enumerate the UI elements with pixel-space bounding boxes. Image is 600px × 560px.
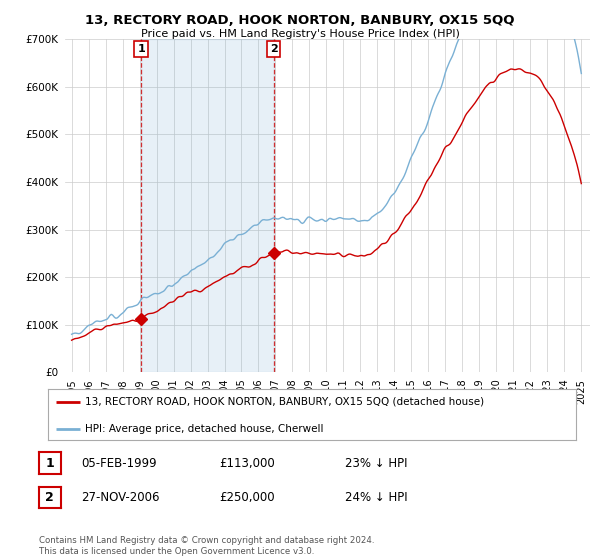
Text: Price paid vs. HM Land Registry's House Price Index (HPI): Price paid vs. HM Land Registry's House …: [140, 29, 460, 39]
Text: 27-NOV-2006: 27-NOV-2006: [81, 491, 160, 505]
Text: 05-FEB-1999: 05-FEB-1999: [81, 456, 157, 470]
Text: 2: 2: [270, 44, 278, 54]
Text: 23% ↓ HPI: 23% ↓ HPI: [345, 456, 407, 470]
Text: 2: 2: [46, 491, 54, 505]
Text: 1: 1: [137, 44, 145, 54]
Text: 13, RECTORY ROAD, HOOK NORTON, BANBURY, OX15 5QQ: 13, RECTORY ROAD, HOOK NORTON, BANBURY, …: [85, 14, 515, 27]
Text: 24% ↓ HPI: 24% ↓ HPI: [345, 491, 407, 505]
Text: 13, RECTORY ROAD, HOOK NORTON, BANBURY, OX15 5QQ (detached house): 13, RECTORY ROAD, HOOK NORTON, BANBURY, …: [85, 397, 484, 407]
Text: £250,000: £250,000: [219, 491, 275, 505]
Bar: [141, 39, 274, 372]
Text: 1: 1: [46, 456, 54, 470]
Text: Contains HM Land Registry data © Crown copyright and database right 2024.
This d: Contains HM Land Registry data © Crown c…: [39, 536, 374, 556]
Text: HPI: Average price, detached house, Cherwell: HPI: Average price, detached house, Cher…: [85, 423, 323, 433]
Text: £113,000: £113,000: [219, 456, 275, 470]
